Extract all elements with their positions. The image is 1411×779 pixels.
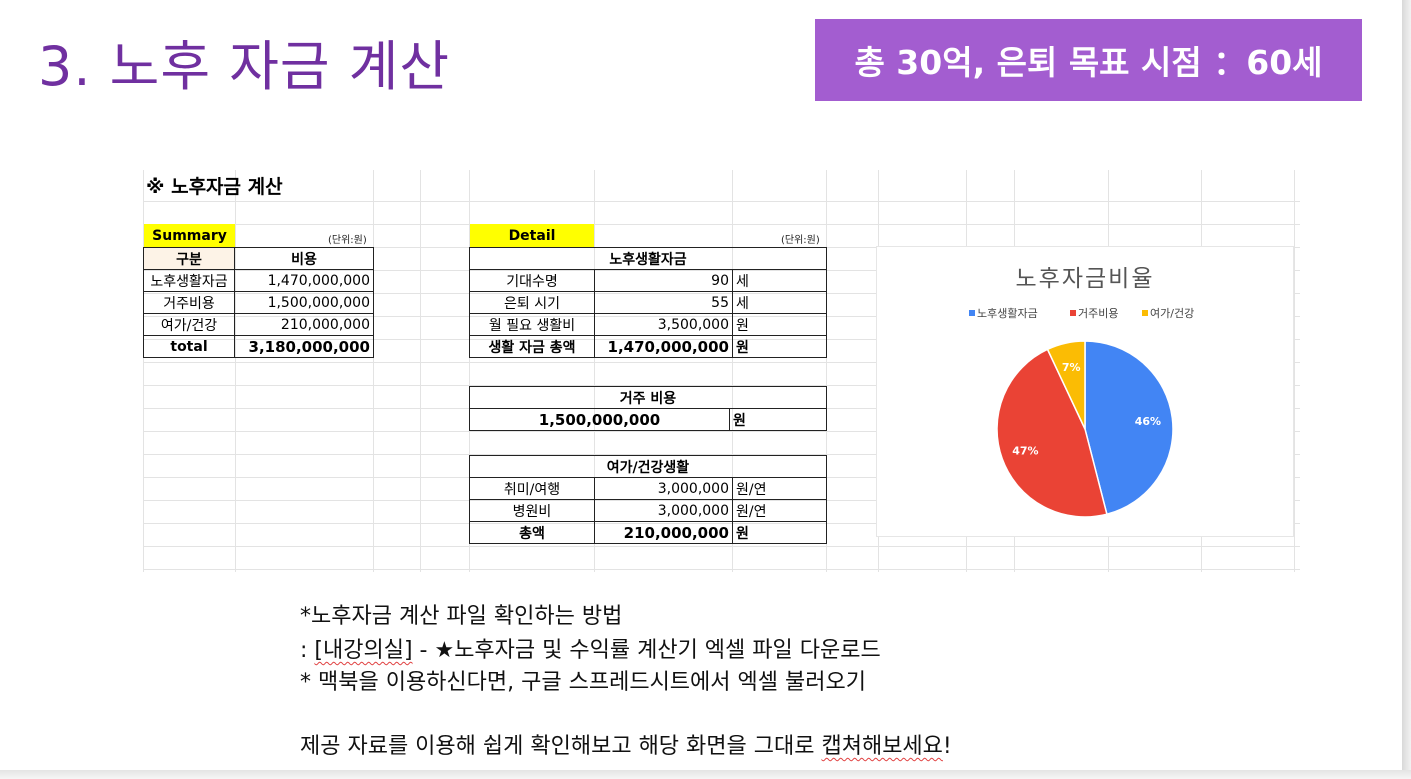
legend-label: 노후생활자금 <box>977 307 1038 320</box>
cell: 세 <box>732 291 827 314</box>
pie-chart: 노후자금비율 노후생활자금 거주비용 여가/건강 46% 47% 7% <box>877 247 1293 536</box>
cell: 생활 자금 총액 <box>469 335 595 358</box>
note-text: : <box>300 638 315 663</box>
pie-svg: 46% 47% 7% <box>996 340 1174 518</box>
cell: 원 <box>732 313 827 336</box>
summary-unit: (단위:원) <box>328 235 367 246</box>
table-total-row: 생활 자금 총액 1,470,000,000 원 <box>469 335 827 358</box>
table-row: 노후생활자금 1,470,000,000 <box>143 269 374 292</box>
cell: 원 <box>732 335 827 358</box>
cell: 3,180,000,000 <box>234 335 374 358</box>
table-row: 병원비 3,000,000 원/연 <box>469 499 827 522</box>
cell: 1,500,000,000 <box>234 291 374 314</box>
cell: 원 <box>732 521 827 544</box>
legend-swatch <box>1142 310 1148 316</box>
summary-label: Summary <box>144 224 235 248</box>
pie-slice-1 <box>996 348 1108 518</box>
note-text: - ★노후자금 및 수익률 계산기 엑셀 파일 다운로드 <box>412 638 881 663</box>
table-total-row: 총액 210,000,000 원 <box>469 521 827 544</box>
pie-slice-2 <box>1046 340 1086 430</box>
cell: 3,000,000 <box>594 477 733 500</box>
cell: 은퇴 시기 <box>469 291 595 314</box>
cell: 총액 <box>469 521 595 544</box>
note-text: 제공 자료를 이용해 쉽게 확인해보고 해당 화면을 그대로 <box>300 734 822 759</box>
cell: 1,470,000,000 <box>234 269 374 292</box>
leisure-health-table: 여가/건강생활 취미/여행 3,000,000 원/연 병원비 3,000,00… <box>469 455 827 544</box>
pie-data-label-2: 7% <box>1062 361 1081 374</box>
cell: 병원비 <box>469 499 595 522</box>
legend-swatch <box>1070 310 1076 316</box>
detail-label: Detail <box>470 224 594 248</box>
header-cell: 거주 비용 <box>469 386 827 409</box>
cell: 기대수명 <box>469 269 595 292</box>
table-header-row: 구분 비용 <box>143 247 374 270</box>
cell: 210,000,000 <box>594 521 733 544</box>
cell: 3,000,000 <box>594 499 733 522</box>
cell: 취미/여행 <box>469 477 595 500</box>
cell: 원 <box>729 408 827 431</box>
header-cell: 구분 <box>143 247 235 270</box>
pie-slice-0 <box>1084 340 1174 516</box>
capture-word: 캡쳐해보세요 <box>821 734 943 759</box>
cell: 여가/건강 <box>143 313 235 336</box>
note-line-1: *노후자금 계산 파일 확인하는 방법 <box>300 604 623 629</box>
note-line-4: 제공 자료를 이용해 쉽게 확인해보고 해당 화면을 그대로 캡쳐해보세요! <box>300 728 952 760</box>
header-cell: 여가/건강생활 <box>469 455 827 478</box>
cell: 원/연 <box>732 477 827 500</box>
note-line-3: * 맥북을 이용하신다면, 구글 스프레드시트에서 엑셀 불러오기 <box>300 670 866 695</box>
cell: 55 <box>594 291 733 314</box>
living-cost-table: 노후생활자금 기대수명 90 세 은퇴 시기 55 세 월 필요 생활비 3,5… <box>469 247 827 358</box>
cell: 3,500,000 <box>594 313 733 336</box>
table-row: 월 필요 생활비 3,500,000 원 <box>469 313 827 336</box>
page-edge-right <box>1402 0 1411 779</box>
table-row: 기대수명 90 세 <box>469 269 827 292</box>
summary-table: 구분 비용 노후생활자금 1,470,000,000 거주비용 1,500,00… <box>143 247 374 358</box>
cell: 거주비용 <box>143 291 235 314</box>
detail-unit: (단위:원) <box>781 235 820 246</box>
cell: 1,500,000,000 <box>469 408 730 431</box>
legend-item: 노후생활자금 <box>969 305 1038 321</box>
legend-label: 여가/건강 <box>1150 307 1195 320</box>
cell: 1,470,000,000 <box>594 335 733 358</box>
cell: 세 <box>732 269 827 292</box>
table-row: 거주비용 1,500,000,000 <box>143 291 374 314</box>
cell: 90 <box>594 269 733 292</box>
pie-data-label-0: 46% <box>1135 415 1161 428</box>
note-line-2: : [내강의실] - ★노후자금 및 수익률 계산기 엑셀 파일 다운로드 <box>300 632 881 664</box>
table-total-row: 1,500,000,000 원 <box>469 408 827 431</box>
table-header-row: 거주 비용 <box>469 386 827 409</box>
table-row: 여가/건강 210,000,000 <box>143 313 374 336</box>
table-row: 취미/여행 3,000,000 원/연 <box>469 477 827 500</box>
table-total-row: total 3,180,000,000 <box>143 335 374 358</box>
legend-item: 여가/건강 <box>1142 305 1194 321</box>
page-edge-bottom <box>0 770 1411 779</box>
cell: 210,000,000 <box>234 313 374 336</box>
cell: 원/연 <box>732 499 827 522</box>
header-cell: 비용 <box>234 247 374 270</box>
note-text: ! <box>942 734 952 759</box>
sheet-title: ※ 노후자금 계산 <box>146 176 283 198</box>
header-cell: 노후생활자금 <box>469 247 827 270</box>
legend-item: 거주비용 <box>1070 305 1118 321</box>
lecture-room-link: [내강의실] <box>314 638 413 663</box>
cell: 노후생활자금 <box>143 269 235 292</box>
table-header-row: 여가/건강생활 <box>469 455 827 478</box>
pie-data-label-1: 47% <box>1012 444 1038 457</box>
cell: total <box>143 335 235 358</box>
legend-label: 거주비용 <box>1078 307 1119 320</box>
legend-swatch <box>969 310 975 316</box>
housing-cost-table: 거주 비용 1,500,000,000 원 <box>469 386 827 431</box>
table-header-row: 노후생활자금 <box>469 247 827 270</box>
chart-title: 노후자금비율 <box>1015 266 1155 292</box>
goal-badge: 총 30억, 은퇴 목표 시점 ：60세 <box>815 19 1362 101</box>
table-row: 은퇴 시기 55 세 <box>469 291 827 314</box>
slide-title: 3. 노후 자금 계산 <box>38 35 451 98</box>
cell: 월 필요 생활비 <box>469 313 595 336</box>
